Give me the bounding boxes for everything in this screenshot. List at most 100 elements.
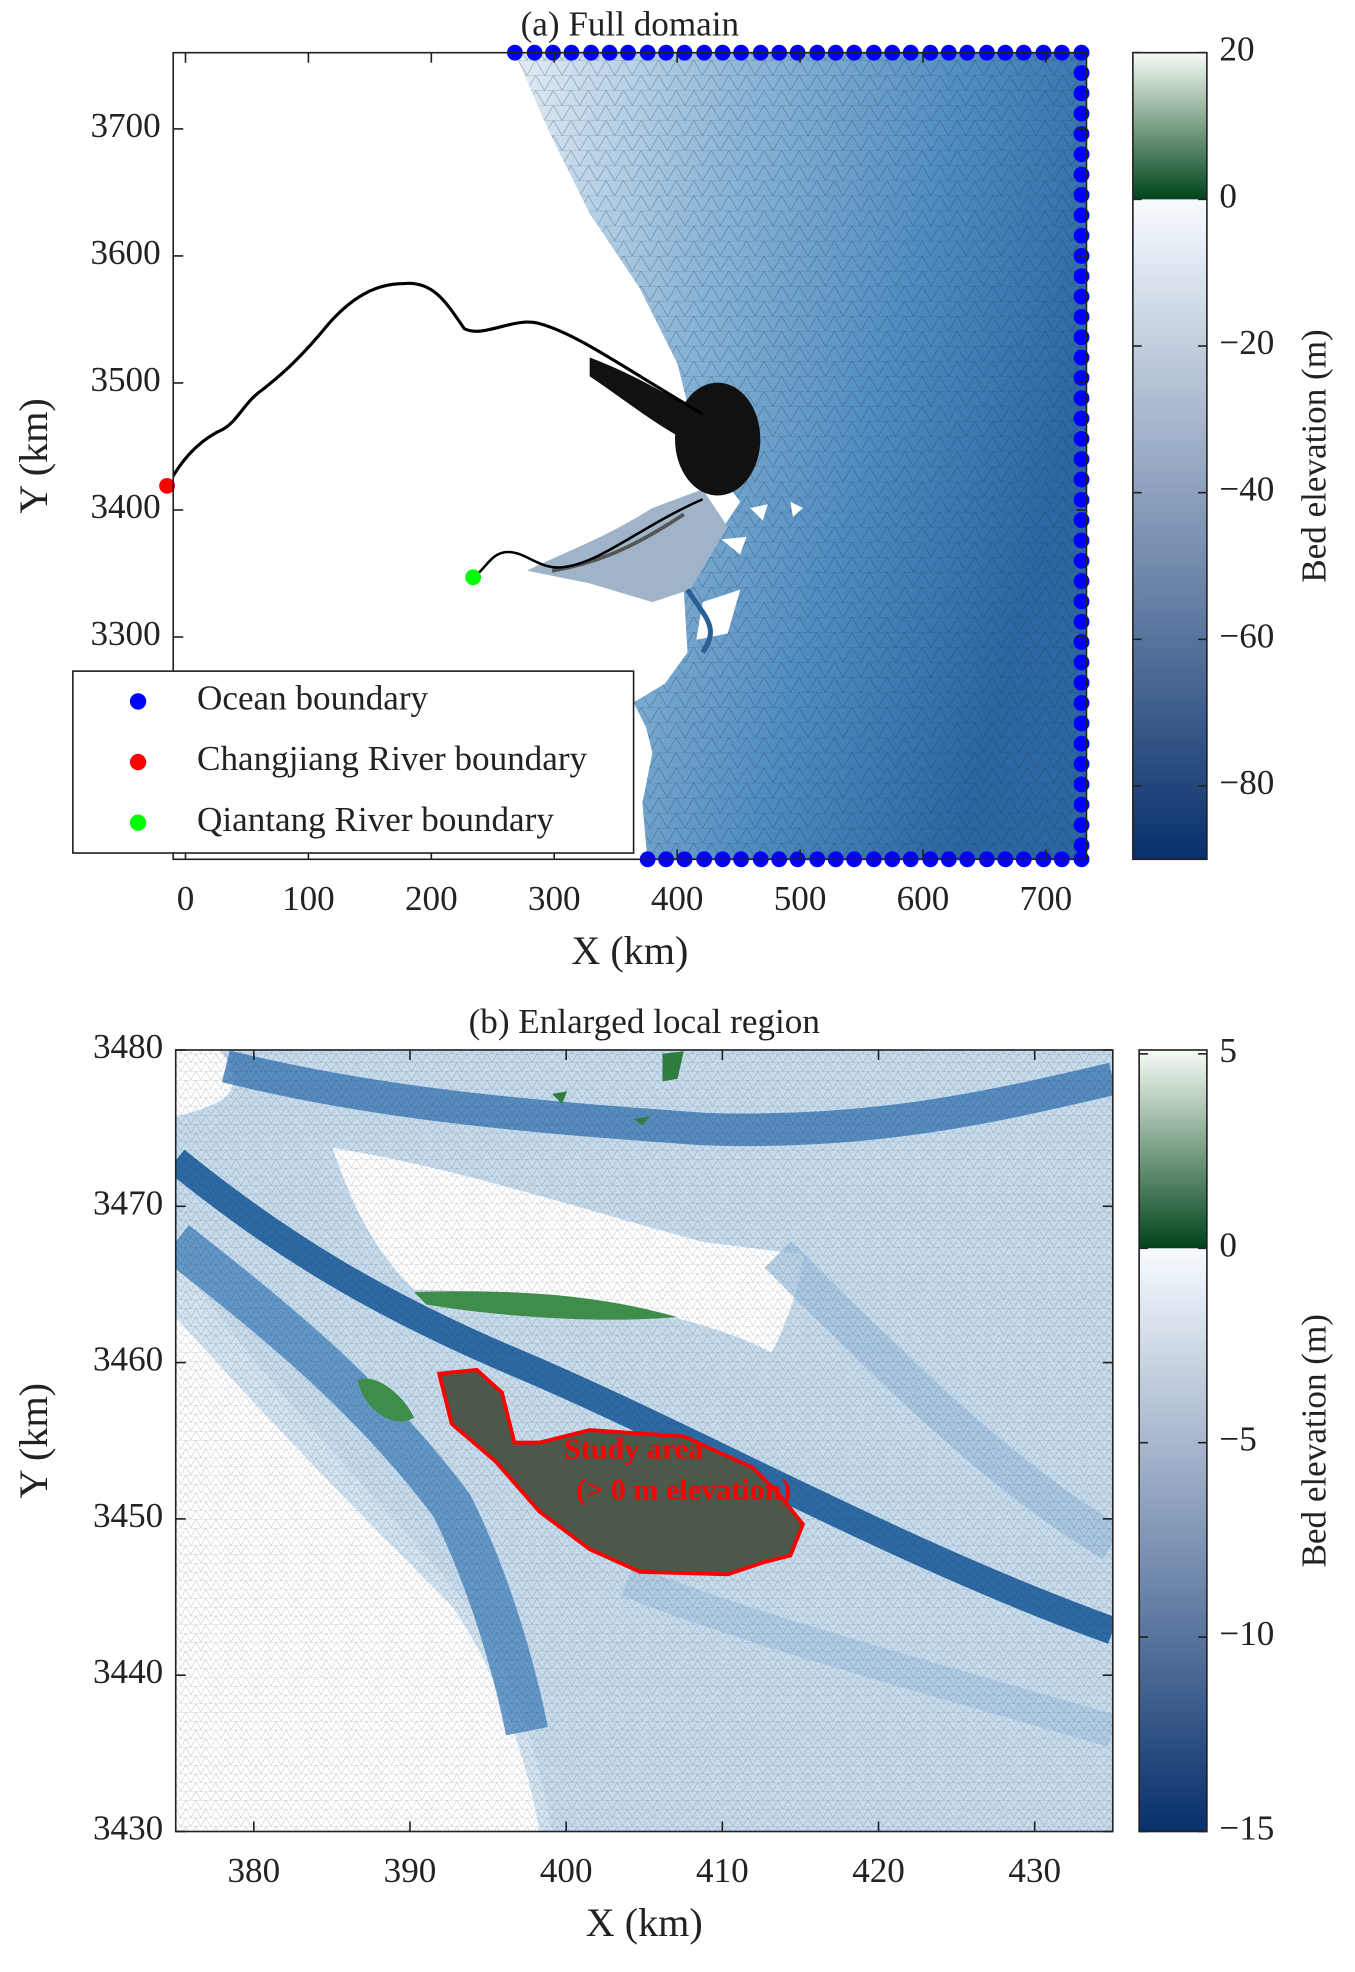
- colorbar-frame: [1138, 1049, 1208, 1833]
- boundary-point: [1073, 207, 1090, 224]
- x-tick-label: 700: [1020, 879, 1073, 918]
- y-tick-label: 3300: [90, 614, 160, 653]
- y-tick-label: 3480: [93, 1027, 163, 1066]
- boundary-point: [1073, 105, 1090, 122]
- annotation: (> 0 m elevation): [576, 1473, 791, 1507]
- y-tick-label: 3400: [90, 487, 160, 526]
- annotation: Study area: [564, 1431, 703, 1465]
- x-tick-label: 400: [651, 879, 704, 918]
- boundary-point: [1073, 654, 1090, 671]
- colorbar-tick-label: −10: [1219, 1614, 1274, 1653]
- boundary-point: [1073, 65, 1090, 81]
- colorbar-tick-label: 0: [1219, 1225, 1237, 1264]
- boundary-point: [1073, 471, 1090, 488]
- legend-label: Qiantang River boundary: [197, 800, 554, 839]
- x-tick-label: 380: [227, 1851, 280, 1890]
- boundary-point: [1073, 146, 1090, 163]
- y-tick-label: 3600: [90, 233, 160, 272]
- boundary-point: [1073, 491, 1090, 508]
- boundary-point: [1073, 268, 1090, 285]
- x-tick-label: 0: [177, 879, 195, 918]
- boundary-point: [1073, 674, 1090, 691]
- y-axis-label: Y (km): [11, 398, 56, 514]
- colorbar-land: [1132, 52, 1207, 200]
- colorbar-tick-label: 20: [1219, 30, 1254, 69]
- colorbar-frame: [1132, 51, 1208, 861]
- legend-marker: [129, 753, 147, 771]
- colorbar-tick-label: 5: [1219, 1031, 1237, 1070]
- boundary-point: [1073, 308, 1090, 325]
- legend-label: Ocean boundary: [197, 679, 428, 718]
- axes-frame: [174, 1049, 1114, 1833]
- boundary-point: [1073, 227, 1090, 244]
- colorbar-label: Bed elevation (m): [1294, 329, 1333, 582]
- axes-frame: [172, 51, 1088, 861]
- boundary-point: [1073, 369, 1090, 386]
- x-tick-label: 200: [405, 879, 458, 918]
- legend-label: Changjiang River boundary: [197, 739, 587, 778]
- boundary-point: [159, 477, 175, 494]
- boundary-point: [1073, 532, 1090, 549]
- y-axis-label: Y (km): [11, 1383, 56, 1499]
- x-tick-label: 500: [774, 879, 827, 918]
- x-tick-label: 430: [1008, 1851, 1061, 1890]
- colorbar-water: [1132, 199, 1207, 860]
- x-tick-label: 100: [282, 879, 335, 918]
- legend-marker: [129, 693, 147, 710]
- y-tick-label: 3700: [90, 106, 160, 145]
- boundary-point: [1073, 288, 1090, 305]
- boundary-point: [1073, 634, 1090, 650]
- domain-mesh: [173, 52, 1087, 860]
- x-tick-label: 600: [897, 879, 950, 918]
- local-mesh: [175, 1049, 1113, 1832]
- boundary-point: [1073, 817, 1090, 833]
- boundary-point: [1073, 552, 1090, 569]
- boundary-point: [1073, 329, 1090, 346]
- colorbar-label: Bed elevation (m): [1294, 1314, 1333, 1567]
- x-axis-label: X (km): [586, 1900, 703, 1945]
- boundary-point: [1073, 451, 1090, 468]
- chart-title: (b) Enlarged local region: [469, 1002, 821, 1041]
- boundary-point: [1073, 715, 1090, 732]
- colorbar-tick-label: −15: [1219, 1809, 1274, 1848]
- colorbar-tick-label: −40: [1219, 470, 1274, 509]
- boundary-point: [1073, 349, 1090, 366]
- boundary-point: [1073, 187, 1090, 203]
- boundary-point: [1073, 695, 1090, 711]
- x-tick-label: 400: [540, 1851, 593, 1890]
- y-tick-label: 3460: [93, 1340, 163, 1379]
- chart-title: (a) Full domain: [521, 5, 740, 44]
- boundary-point: [1073, 837, 1090, 854]
- boundary-point: [1073, 126, 1090, 142]
- boundary-point: [1073, 430, 1090, 447]
- boundary-point: [1073, 613, 1090, 630]
- colorbar-land: [1139, 1049, 1207, 1249]
- boundary-point: [1073, 512, 1090, 529]
- boundary-point: [1073, 85, 1090, 102]
- y-tick-label: 3430: [93, 1809, 163, 1848]
- colorbar-tick-label: 0: [1219, 176, 1237, 215]
- boundary-point: [1073, 390, 1090, 407]
- colorbar-tick-label: −20: [1219, 323, 1274, 362]
- y-tick-label: 3470: [93, 1183, 163, 1222]
- boundary-point: [1073, 756, 1090, 772]
- colorbar-tick-label: −60: [1219, 616, 1274, 655]
- boundary-point: [1073, 735, 1090, 752]
- boundary-point: [1073, 796, 1090, 813]
- legend-box: [72, 670, 635, 854]
- boundary-point: [1073, 593, 1090, 610]
- x-tick-label: 300: [528, 879, 581, 918]
- colorbar-water: [1139, 1248, 1207, 1832]
- boundary-point: [465, 569, 482, 586]
- boundary-point: [1073, 776, 1090, 793]
- boundary-point: [1073, 573, 1090, 590]
- y-tick-label: 3450: [93, 1496, 163, 1535]
- boundary-point: [1073, 166, 1090, 183]
- x-tick-label: 420: [852, 1851, 905, 1890]
- x-axis-label: X (km): [571, 928, 688, 973]
- x-tick-label: 410: [696, 1851, 749, 1890]
- colorbar-tick-label: −80: [1219, 763, 1274, 802]
- colorbar-tick-label: −5: [1219, 1420, 1256, 1459]
